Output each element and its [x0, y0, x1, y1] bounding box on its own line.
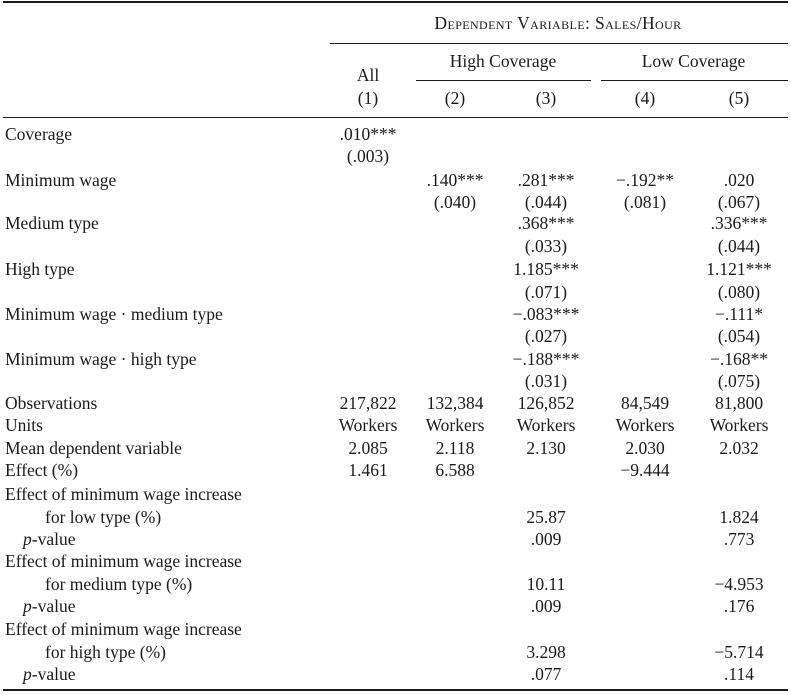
effect-medium-5: −4.953	[714, 574, 764, 594]
row-label-coverage: Coverage	[5, 124, 73, 144]
se-high-type-5: (.080)	[717, 282, 761, 302]
observations-5: 81,800	[714, 393, 764, 413]
effect-low-5: 1.824	[719, 507, 759, 527]
column-number-1: (1)	[357, 88, 379, 108]
pvalue-high-5: .114	[724, 664, 754, 684]
pvalue-medium-3: .009	[530, 596, 562, 616]
se-mw-high-3: (.031)	[524, 371, 568, 391]
coef-mw-medium-3: −.083***	[512, 304, 580, 324]
coef-medium-type-3: .368***	[517, 213, 575, 233]
mean-dependent-4: 2.030	[625, 438, 665, 458]
row-label-minimum-wage: Minimum wage	[5, 170, 117, 190]
units-4: Workers	[615, 415, 675, 435]
row-label-observations: Observations	[5, 393, 98, 413]
row-label-effect-low-2: for low type (%)	[45, 507, 162, 527]
observations-4: 84,549	[620, 393, 670, 413]
se-minimum-wage-2: (.040)	[433, 192, 477, 212]
observations-3: 126,852	[517, 393, 575, 413]
row-label-effect-medium-1: Effect of minimum wage increase	[5, 551, 242, 571]
units-1: Workers	[338, 415, 398, 435]
se-coverage-1: (.003)	[346, 146, 390, 166]
column-number-3: (3)	[535, 88, 557, 108]
se-medium-type-5: (.044)	[717, 236, 761, 256]
effect-low-3: 25.87	[526, 507, 566, 527]
column-name-1: All	[356, 65, 380, 85]
row-label-effect-medium-2: for medium type (%)	[45, 574, 193, 594]
units-5: Workers	[709, 415, 769, 435]
pvalue-suffix: -value	[31, 596, 76, 616]
se-mw-medium-5: (.054)	[717, 326, 761, 346]
pvalue-medium-5: .176	[723, 596, 755, 616]
se-high-type-3: (.071)	[524, 282, 568, 302]
coef-high-type-3: 1.185***	[513, 259, 579, 279]
mean-dependent-1: 2.085	[348, 438, 388, 458]
coef-minimum-wage-3: .281***	[517, 170, 575, 190]
effect-1: 1.461	[348, 460, 388, 480]
row-label-effect-high-2: for high type (%)	[45, 642, 167, 662]
coef-mw-high-3: −.188***	[512, 349, 580, 369]
header-bottom-rule	[3, 117, 788, 118]
se-medium-type-3: (.033)	[524, 236, 568, 256]
effect-medium-3: 10.11	[526, 574, 566, 594]
effect-2: 6.588	[435, 460, 475, 480]
coef-minimum-wage-4: −.192**	[616, 170, 674, 190]
coef-coverage-1: .010***	[339, 124, 397, 144]
dep-var-rule	[330, 43, 788, 44]
row-label-mw-medium: Minimum wage · medium type	[5, 304, 223, 324]
observations-1: 217,822	[339, 393, 397, 413]
column-number-5: (5)	[728, 88, 750, 108]
se-minimum-wage-4: (.081)	[623, 192, 667, 212]
se-minimum-wage-5: (.067)	[717, 192, 761, 212]
dependent-variable-header: Dependent Variable: Sales/Hour	[434, 13, 682, 33]
coef-medium-type-5: .336***	[710, 213, 768, 233]
coef-mw-high-5: −.168**	[710, 349, 768, 369]
column-number-4: (4)	[634, 88, 656, 108]
units-2: Workers	[425, 415, 485, 435]
coef-high-type-5: 1.121***	[706, 259, 772, 279]
pvalue-low-5: .773	[723, 529, 755, 549]
mean-dependent-5: 2.032	[719, 438, 759, 458]
se-minimum-wage-3: (.044)	[524, 192, 568, 212]
pvalue-suffix: -value	[31, 529, 76, 549]
pvalue-high-3: .077	[530, 664, 562, 684]
row-label-pvalue-high: p-value	[5, 663, 75, 685]
p-italic: p	[23, 596, 32, 616]
effect-high-5: −5.714	[714, 642, 764, 662]
column-number-2: (2)	[444, 88, 466, 108]
row-label-pvalue-low: p-value	[5, 528, 75, 550]
mean-dependent-3: 2.130	[526, 438, 566, 458]
row-label-units: Units	[5, 415, 43, 435]
group-low-coverage: Low Coverage	[641, 51, 746, 71]
se-mw-high-5: (.075)	[717, 371, 761, 391]
row-label-pvalue-medium: p-value	[5, 595, 75, 617]
bottom-rule	[3, 689, 788, 691]
group-high-coverage: High Coverage	[449, 51, 557, 71]
coef-minimum-wage-5: .020	[723, 170, 755, 190]
mean-dependent-2: 2.118	[435, 438, 475, 458]
pvalue-low-3: .009	[530, 529, 562, 549]
coef-minimum-wage-2: .140***	[426, 170, 484, 190]
row-label-high-type: High type	[5, 259, 75, 279]
regression-table: Dependent Variable: Sales/Hour High Cove…	[3, 0, 788, 693]
row-label-mw-high: Minimum wage · high type	[5, 349, 197, 369]
effect-high-3: 3.298	[526, 642, 566, 662]
row-label-mean-dependent: Mean dependent variable	[5, 438, 182, 458]
row-label-medium-type: Medium type	[5, 213, 99, 233]
high-coverage-rule	[416, 80, 591, 81]
pvalue-suffix: -value	[31, 664, 76, 684]
observations-2: 132,384	[426, 393, 484, 413]
row-label-effect-low-1: Effect of minimum wage increase	[5, 484, 242, 504]
p-italic: p	[23, 529, 32, 549]
se-mw-medium-3: (.027)	[524, 326, 568, 346]
effect-4: −9.444	[620, 460, 670, 480]
low-coverage-rule	[601, 80, 788, 81]
p-italic: p	[23, 664, 32, 684]
row-label-effect-high-1: Effect of minimum wage increase	[5, 619, 242, 639]
top-rule	[3, 1, 788, 3]
coef-mw-medium-5: −.111*	[715, 304, 763, 324]
units-3: Workers	[516, 415, 576, 435]
row-label-effect: Effect (%)	[5, 460, 79, 480]
